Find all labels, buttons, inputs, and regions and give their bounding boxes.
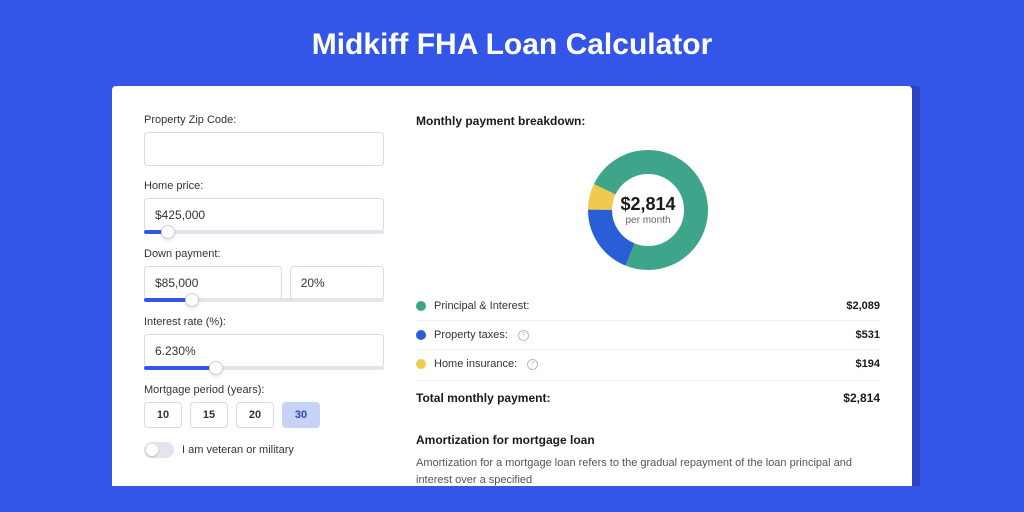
legend-swatch (416, 359, 426, 369)
calculator-card: Property Zip Code: Home price: Down paym… (112, 86, 912, 486)
rate-slider-thumb[interactable] (209, 361, 223, 375)
breakdown-column: Monthly payment breakdown: $2,814 per mo… (416, 114, 880, 486)
price-slider[interactable] (144, 230, 384, 234)
inputs-column: Property Zip Code: Home price: Down paym… (144, 114, 384, 486)
breakdown-title: Monthly payment breakdown: (416, 114, 880, 128)
legend-value: $194 (856, 358, 880, 370)
period-btn-30[interactable]: 30 (282, 402, 320, 428)
down-label: Down payment: (144, 248, 384, 260)
rate-label: Interest rate (%): (144, 316, 384, 328)
info-icon[interactable]: ? (527, 359, 538, 370)
price-slider-thumb[interactable] (161, 225, 175, 239)
amort-body: Amortization for a mortgage loan refers … (416, 455, 880, 488)
veteran-label: I am veteran or military (182, 444, 294, 456)
veteran-toggle[interactable] (144, 442, 174, 458)
legend: Principal & Interest: $2,089 Property taxe… (416, 292, 880, 378)
period-label: Mortgage period (years): (144, 384, 384, 396)
legend-label: Home insurance: (434, 358, 517, 370)
amortization-section: Amortization for mortgage loan Amortizat… (416, 433, 880, 488)
rate-input[interactable] (144, 334, 384, 368)
zip-label: Property Zip Code: (144, 114, 384, 126)
legend-label: Principal & Interest: (434, 300, 529, 312)
total-label: Total monthly payment: (416, 391, 550, 405)
donut-sub: per month (620, 215, 675, 226)
page-title: Midkiff FHA Loan Calculator (0, 0, 1024, 86)
price-input[interactable] (144, 198, 384, 232)
price-field: Home price: (144, 180, 384, 234)
veteran-row: I am veteran or military (144, 442, 384, 458)
down-amount-input[interactable] (144, 266, 282, 300)
rate-slider[interactable] (144, 366, 384, 370)
legend-row: Property taxes:? $531 (416, 321, 880, 350)
legend-value: $2,089 (846, 300, 880, 312)
price-label: Home price: (144, 180, 384, 192)
legend-swatch (416, 330, 426, 340)
legend-value: $531 (856, 329, 880, 341)
down-pct-input[interactable] (290, 266, 384, 300)
legend-swatch (416, 301, 426, 311)
toggle-knob (146, 444, 158, 456)
donut-chart: $2,814 per month (584, 146, 712, 274)
period-btn-20[interactable]: 20 (236, 402, 274, 428)
donut-center: $2,814 per month (620, 194, 675, 226)
zip-input[interactable] (144, 132, 384, 166)
info-icon[interactable]: ? (518, 330, 529, 341)
period-btn-10[interactable]: 10 (144, 402, 182, 428)
total-row: Total monthly payment: $2,814 (416, 380, 880, 415)
amort-title: Amortization for mortgage loan (416, 433, 880, 447)
down-field: Down payment: (144, 248, 384, 302)
legend-row: Principal & Interest: $2,089 (416, 292, 880, 321)
total-value: $2,814 (843, 391, 880, 405)
period-field: Mortgage period (years): 10 15 20 30 (144, 384, 384, 428)
legend-row: Home insurance:? $194 (416, 350, 880, 378)
down-slider[interactable] (144, 298, 384, 302)
down-slider-thumb[interactable] (185, 293, 199, 307)
donut-amount: $2,814 (620, 194, 675, 215)
legend-label: Property taxes: (434, 329, 508, 341)
rate-field: Interest rate (%): (144, 316, 384, 370)
donut-chart-wrap: $2,814 per month (416, 136, 880, 292)
zip-field: Property Zip Code: (144, 114, 384, 166)
period-btn-15[interactable]: 15 (190, 402, 228, 428)
